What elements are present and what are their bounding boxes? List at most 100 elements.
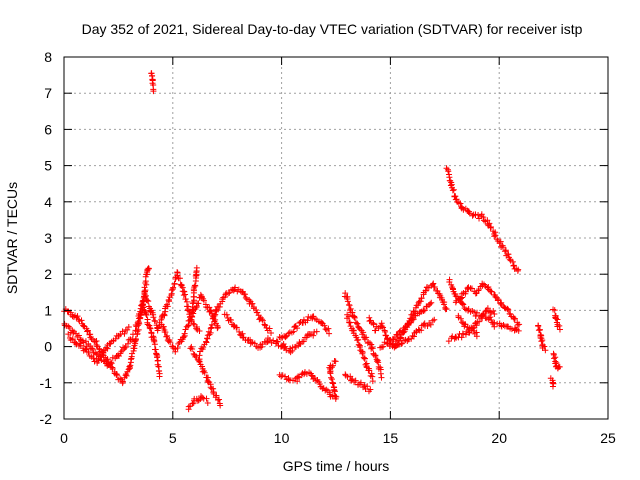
data-point: [251, 340, 258, 347]
data-point: [75, 332, 82, 339]
x-tick-label: 20: [491, 430, 507, 446]
data-point: [152, 318, 159, 325]
data-point: [488, 316, 495, 323]
data-point: [535, 323, 542, 330]
data-point: [486, 308, 493, 315]
y-axis-label: SDTVAR / TECUs: [4, 182, 20, 294]
data-point: [510, 262, 517, 269]
data-point: [80, 322, 87, 329]
data-point: [162, 329, 169, 336]
data-point: [200, 344, 207, 351]
y-tick-label: 0: [44, 339, 52, 355]
data-point: [213, 307, 220, 314]
data-point: [160, 323, 167, 330]
data-point: [453, 196, 460, 203]
data-point: [479, 315, 486, 322]
y-tick-label: 8: [44, 49, 52, 65]
data-point: [430, 280, 437, 287]
data-point: [415, 326, 422, 333]
data-point: [396, 328, 403, 335]
data-point: [185, 322, 192, 329]
data-point: [360, 329, 367, 336]
data-point: [480, 311, 487, 318]
data-point: [549, 383, 556, 390]
data-point: [204, 377, 211, 384]
data-point: [326, 330, 333, 337]
data-point: [211, 312, 218, 319]
data-point: [475, 212, 482, 219]
data-point: [308, 372, 315, 379]
data-point: [223, 311, 230, 318]
data-point: [352, 377, 359, 384]
data-point: [203, 339, 210, 346]
data-point: [199, 394, 206, 401]
data-point: [379, 323, 386, 330]
data-point: [182, 326, 189, 333]
data-point: [108, 360, 115, 367]
data-point: [427, 321, 434, 328]
data-point: [378, 374, 385, 381]
data-point: [189, 400, 196, 407]
data-point: [383, 332, 390, 339]
data-point: [347, 305, 354, 312]
data-point: [458, 300, 465, 307]
data-point: [491, 323, 498, 330]
data-point: [185, 403, 192, 410]
data-point: [92, 338, 99, 345]
data-point: [505, 307, 512, 314]
data-point: [176, 275, 183, 282]
data-point: [163, 333, 170, 340]
data-point: [133, 323, 140, 330]
data-point: [493, 294, 500, 301]
data-point: [295, 373, 302, 380]
data-point: [321, 322, 328, 329]
data-point: [505, 251, 512, 258]
data-point: [144, 297, 151, 304]
data-point: [65, 331, 72, 338]
data-point: [273, 338, 280, 345]
data-point: [100, 357, 107, 364]
data-point: [427, 300, 434, 307]
data-point: [171, 281, 178, 288]
data-point: [495, 296, 502, 303]
data-point: [410, 316, 417, 323]
data-point: [174, 344, 181, 351]
data-point: [84, 328, 91, 335]
data-point: [89, 346, 96, 353]
data-point: [290, 328, 297, 335]
data-point: [135, 318, 142, 325]
data-point: [214, 324, 221, 331]
data-point: [166, 296, 173, 303]
data-point: [325, 325, 332, 332]
data-points: [61, 70, 563, 413]
data-point: [506, 256, 513, 263]
data-point: [497, 300, 504, 307]
data-point: [539, 337, 546, 344]
data-point: [515, 327, 522, 334]
data-point: [151, 346, 158, 353]
data-point: [170, 284, 177, 291]
data-point: [431, 316, 438, 323]
data-point: [233, 324, 240, 331]
data-point: [90, 355, 97, 362]
data-point: [511, 315, 518, 322]
tick-labels: 0 5 10 15 20 25 -2 -1 0 1 2 3 4 5 6 7 8: [40, 49, 616, 446]
data-point: [541, 343, 548, 350]
data-point: [151, 338, 158, 345]
data-point: [465, 208, 472, 215]
data-point: [203, 395, 210, 402]
data-point: [189, 300, 196, 307]
data-point: [431, 283, 438, 290]
data-point: [100, 347, 107, 354]
data-point: [487, 224, 494, 231]
data-point: [418, 295, 425, 302]
data-point: [258, 343, 265, 350]
data-point: [328, 376, 335, 383]
data-point: [161, 311, 168, 318]
data-point: [196, 327, 203, 334]
data-point: [193, 264, 200, 271]
data-point: [367, 386, 374, 393]
data-point: [95, 356, 102, 363]
data-point: [397, 334, 404, 341]
data-point: [459, 294, 466, 301]
